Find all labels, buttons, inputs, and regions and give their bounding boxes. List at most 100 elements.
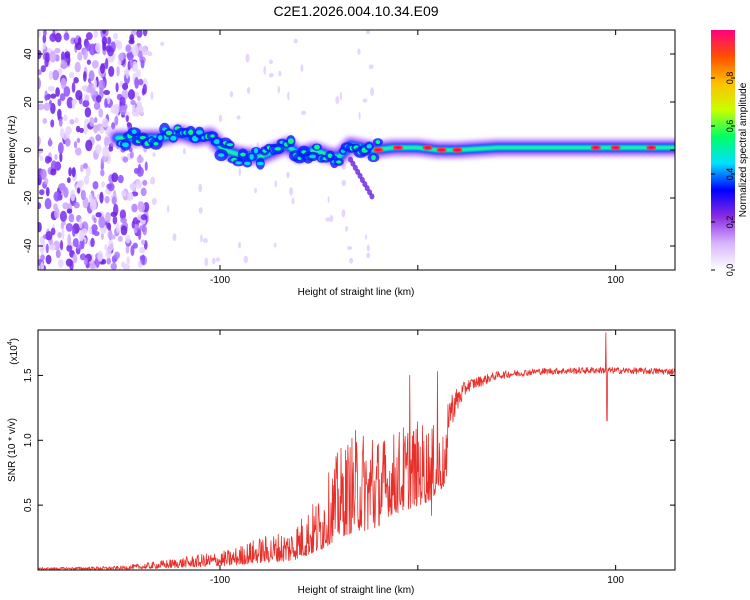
noise-speckle bbox=[55, 87, 60, 97]
noise-speckle bbox=[64, 138, 71, 147]
noise-speckle bbox=[91, 59, 99, 69]
spectrogram-x-label: Height of straight line (km) bbox=[298, 287, 415, 298]
colorbar-tick-label: 0.0 bbox=[725, 264, 735, 277]
noise-speckle bbox=[140, 59, 145, 69]
x-tick-label: -100 bbox=[210, 575, 230, 586]
faint-speckle bbox=[329, 214, 334, 223]
spectrogram-x-axis: -100 100 bbox=[210, 30, 624, 286]
ridge-blob-core bbox=[235, 161, 242, 165]
snr-frame bbox=[37, 329, 676, 571]
noise-speckle bbox=[43, 30, 47, 36]
ridge-blob-core bbox=[253, 148, 259, 154]
noise-speckle bbox=[85, 32, 93, 41]
noise-speckle bbox=[42, 41, 46, 50]
noise-speckle bbox=[58, 183, 66, 191]
noise-speckle bbox=[89, 116, 95, 127]
noise-speckle bbox=[38, 103, 45, 111]
ridge-blob-core bbox=[226, 143, 234, 147]
ridge-blob-core bbox=[213, 139, 220, 145]
faint-speckle bbox=[245, 53, 250, 63]
noise-speckle bbox=[40, 65, 46, 73]
faint-speckle bbox=[246, 86, 251, 94]
noise-speckle bbox=[144, 161, 148, 171]
noise-speckle bbox=[48, 137, 52, 147]
faint-speckle bbox=[152, 152, 156, 157]
noise-speckle bbox=[61, 228, 65, 240]
faint-speckle bbox=[368, 64, 374, 70]
noise-speckle bbox=[139, 246, 146, 254]
noise-speckle bbox=[73, 77, 79, 84]
faint-speckle bbox=[182, 148, 186, 155]
noise-speckle bbox=[44, 178, 49, 185]
noise-speckle bbox=[112, 32, 119, 40]
noise-speckle bbox=[119, 209, 127, 220]
noise-speckle bbox=[82, 162, 88, 170]
noise-speckle bbox=[108, 239, 114, 252]
faint-speckle bbox=[229, 90, 234, 98]
noise-speckle bbox=[110, 104, 117, 114]
noise-speckle bbox=[88, 262, 96, 270]
noise-speckle bbox=[44, 94, 51, 101]
noise-speckle bbox=[74, 61, 81, 73]
colorbar-tick-label: 0.8 bbox=[725, 72, 735, 85]
noise-speckle bbox=[83, 123, 88, 135]
faint-speckle bbox=[347, 245, 353, 251]
noise-speckle bbox=[115, 106, 119, 119]
noise-speckle bbox=[142, 30, 148, 37]
noise-speckle bbox=[77, 37, 82, 46]
faint-speckle bbox=[263, 65, 267, 75]
noise-speckle bbox=[119, 105, 127, 116]
noise-speckle bbox=[40, 168, 47, 181]
ridge-blob-core bbox=[153, 142, 159, 146]
faint-speckle bbox=[273, 242, 277, 248]
snr-y-axis: 0.5 1.0 1.5 bbox=[23, 368, 675, 512]
colorbar-ticks: 0.0 0.2 0.4 0.6 0.8 bbox=[711, 72, 735, 277]
noise-speckle bbox=[53, 203, 58, 211]
noise-speckle bbox=[74, 147, 82, 156]
noise-speckle bbox=[49, 33, 57, 42]
hot-spot-core bbox=[395, 146, 402, 149]
y-tick-label: -40 bbox=[23, 238, 34, 253]
noise-speckle bbox=[116, 223, 120, 234]
faint-speckle bbox=[286, 171, 290, 179]
noise-speckle bbox=[121, 190, 127, 197]
noise-speckle bbox=[77, 51, 83, 61]
noise-speckle bbox=[76, 137, 81, 144]
noise-speckle bbox=[57, 98, 62, 107]
noise-speckle bbox=[104, 136, 110, 148]
noise-speckle bbox=[45, 52, 51, 63]
noise-speckle bbox=[139, 105, 144, 116]
noise-speckle bbox=[55, 249, 61, 259]
snr-panel: -100 100 0.5 1.0 1.5 Height of straight lin… bbox=[7, 329, 676, 596]
noise-speckle bbox=[83, 48, 88, 61]
noise-speckle bbox=[130, 37, 134, 44]
noise-speckle bbox=[122, 156, 129, 163]
ridge-blob-core bbox=[371, 155, 376, 161]
faint-speckle bbox=[364, 234, 368, 240]
ridge-blob-core bbox=[210, 134, 215, 138]
noise-speckle bbox=[127, 89, 135, 100]
noise-speckle bbox=[99, 191, 104, 204]
faint-speckle bbox=[278, 70, 282, 77]
noise-speckle bbox=[90, 237, 95, 248]
faint-speckle bbox=[198, 207, 203, 214]
noise-speckle bbox=[114, 115, 119, 126]
noise-speckle bbox=[91, 224, 98, 233]
hot-spot-core bbox=[424, 146, 431, 149]
faint-speckle bbox=[204, 257, 209, 267]
faint-speckle bbox=[293, 38, 298, 44]
noise-speckle bbox=[48, 244, 56, 251]
faint-speckle bbox=[150, 176, 156, 185]
noise-speckle bbox=[84, 118, 89, 125]
noise-speckle bbox=[125, 44, 132, 53]
noise-speckle bbox=[68, 71, 75, 79]
noise-speckle bbox=[71, 99, 76, 110]
noise-speckle bbox=[88, 227, 93, 234]
noise-speckle bbox=[45, 187, 50, 197]
noise-speckle bbox=[136, 30, 143, 38]
colorbar-label: Normalized spectral amplitude bbox=[738, 82, 749, 217]
noise-speckle bbox=[107, 230, 113, 240]
noise-speckle bbox=[72, 227, 76, 237]
faint-speckle bbox=[335, 96, 340, 104]
faint-speckle bbox=[288, 186, 293, 196]
